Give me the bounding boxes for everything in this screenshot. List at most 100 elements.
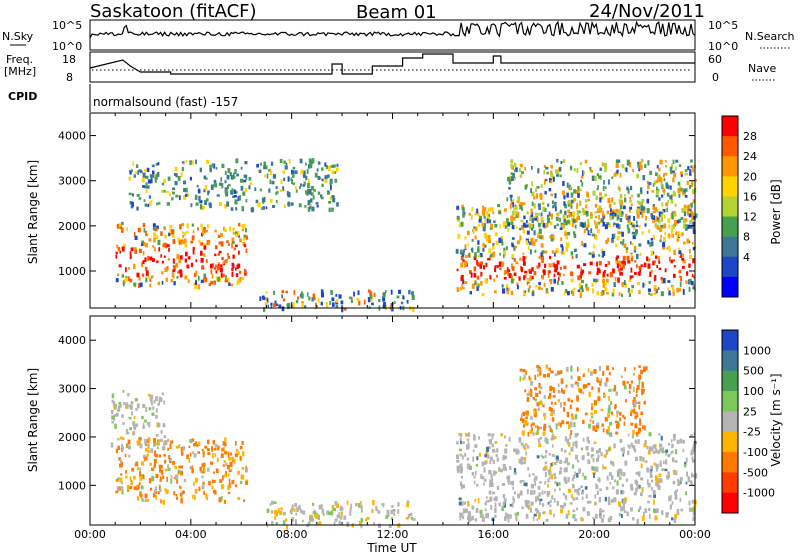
- data-cell: [367, 296, 371, 303]
- data-cell: [222, 273, 225, 278]
- data-cell: [136, 484, 139, 488]
- data-cell: [551, 453, 555, 457]
- data-cell: [521, 418, 525, 424]
- data-cell: [546, 490, 550, 496]
- data-cell: [632, 517, 635, 521]
- data-cell: [594, 513, 598, 519]
- data-cell: [563, 265, 567, 270]
- data-cell: [572, 515, 574, 519]
- data-cell: [664, 468, 668, 472]
- data-cell: [671, 163, 673, 169]
- data-cell: [338, 511, 341, 517]
- data-cell: [641, 425, 644, 430]
- data-cell: [530, 501, 534, 506]
- data-cell: [635, 471, 638, 475]
- data-cell: [653, 260, 656, 264]
- data-cell: [494, 496, 498, 502]
- data-cell: [234, 231, 238, 236]
- data-cell: [504, 225, 508, 229]
- data-cell: [560, 244, 563, 248]
- data-cell: [482, 516, 485, 523]
- data-cell: [479, 509, 483, 514]
- data-cell: [214, 444, 218, 448]
- data-cell: [558, 481, 561, 486]
- data-cell: [123, 243, 126, 248]
- data-cell: [553, 476, 557, 479]
- data-cell: [373, 292, 376, 297]
- data-cell: [691, 165, 694, 168]
- data-cell: [694, 473, 698, 479]
- data-cell: [141, 242, 144, 247]
- data-cell: [473, 266, 477, 272]
- cpid-text: normalsound (fast) -157: [93, 95, 238, 109]
- data-cell: [488, 239, 492, 244]
- data-cell: [459, 453, 463, 457]
- data-cell: [129, 255, 132, 260]
- data-cell: [297, 296, 300, 300]
- data-cell: [622, 414, 625, 418]
- data-cell: [119, 477, 123, 483]
- y-tick-label: 4000: [58, 130, 86, 143]
- data-cell: [624, 279, 626, 283]
- data-cell: [231, 457, 235, 461]
- data-cell: [547, 478, 550, 483]
- data-cell: [653, 462, 656, 466]
- data-cell: [224, 473, 227, 478]
- data-cell: [151, 170, 155, 175]
- data-cell: [513, 169, 517, 172]
- data-cell: [511, 480, 515, 486]
- data-cell: [581, 207, 585, 214]
- data-cell: [527, 467, 530, 471]
- data-cell: [587, 198, 590, 202]
- data-cell: [523, 275, 526, 281]
- data-cell: [692, 216, 696, 220]
- data-cell: [622, 502, 626, 508]
- data-cell: [302, 511, 305, 515]
- data-cell: [496, 264, 499, 268]
- data-cell: [654, 207, 657, 213]
- data-cell: [595, 235, 598, 241]
- data-cell: [391, 306, 394, 312]
- data-cell: [492, 450, 496, 453]
- data-cell: [235, 207, 238, 211]
- data-cell: [502, 501, 505, 506]
- data-cell: [306, 168, 309, 175]
- data-cell: [638, 243, 642, 247]
- data-cell: [658, 211, 662, 217]
- data-cell: [658, 433, 661, 436]
- data-cell: [197, 284, 200, 290]
- data-cell: [138, 437, 142, 441]
- data-cell: [126, 443, 129, 448]
- data-cell: [502, 493, 506, 499]
- data-cell: [547, 501, 550, 505]
- data-cell: [467, 441, 470, 446]
- data-cell: [525, 451, 528, 456]
- data-cell: [691, 447, 695, 453]
- data-cell: [560, 402, 562, 408]
- data-cell: [213, 179, 217, 183]
- data-cell: [678, 275, 681, 279]
- data-cell: [567, 398, 571, 402]
- data-cell: [182, 180, 187, 185]
- data-cell: [117, 438, 120, 441]
- data-cell: [537, 286, 541, 290]
- data-cell: [626, 159, 630, 164]
- data-cell: [460, 262, 464, 268]
- data-cell: [686, 271, 689, 276]
- data-cell: [405, 517, 409, 520]
- data-cell: [612, 213, 616, 218]
- data-cell: [174, 465, 177, 470]
- data-cell: [125, 429, 129, 435]
- data-cell: [181, 223, 185, 227]
- data-cell: [197, 188, 201, 194]
- data-cell: [539, 196, 543, 200]
- data-cell: [271, 180, 275, 185]
- data-cell: [473, 435, 476, 441]
- data-cell: [635, 456, 639, 461]
- data-cell: [549, 221, 553, 225]
- data-cell: [668, 247, 671, 252]
- data-cell: [566, 411, 570, 418]
- data-cell: [620, 231, 623, 235]
- data-cell: [537, 407, 540, 411]
- data-cell: [138, 248, 142, 254]
